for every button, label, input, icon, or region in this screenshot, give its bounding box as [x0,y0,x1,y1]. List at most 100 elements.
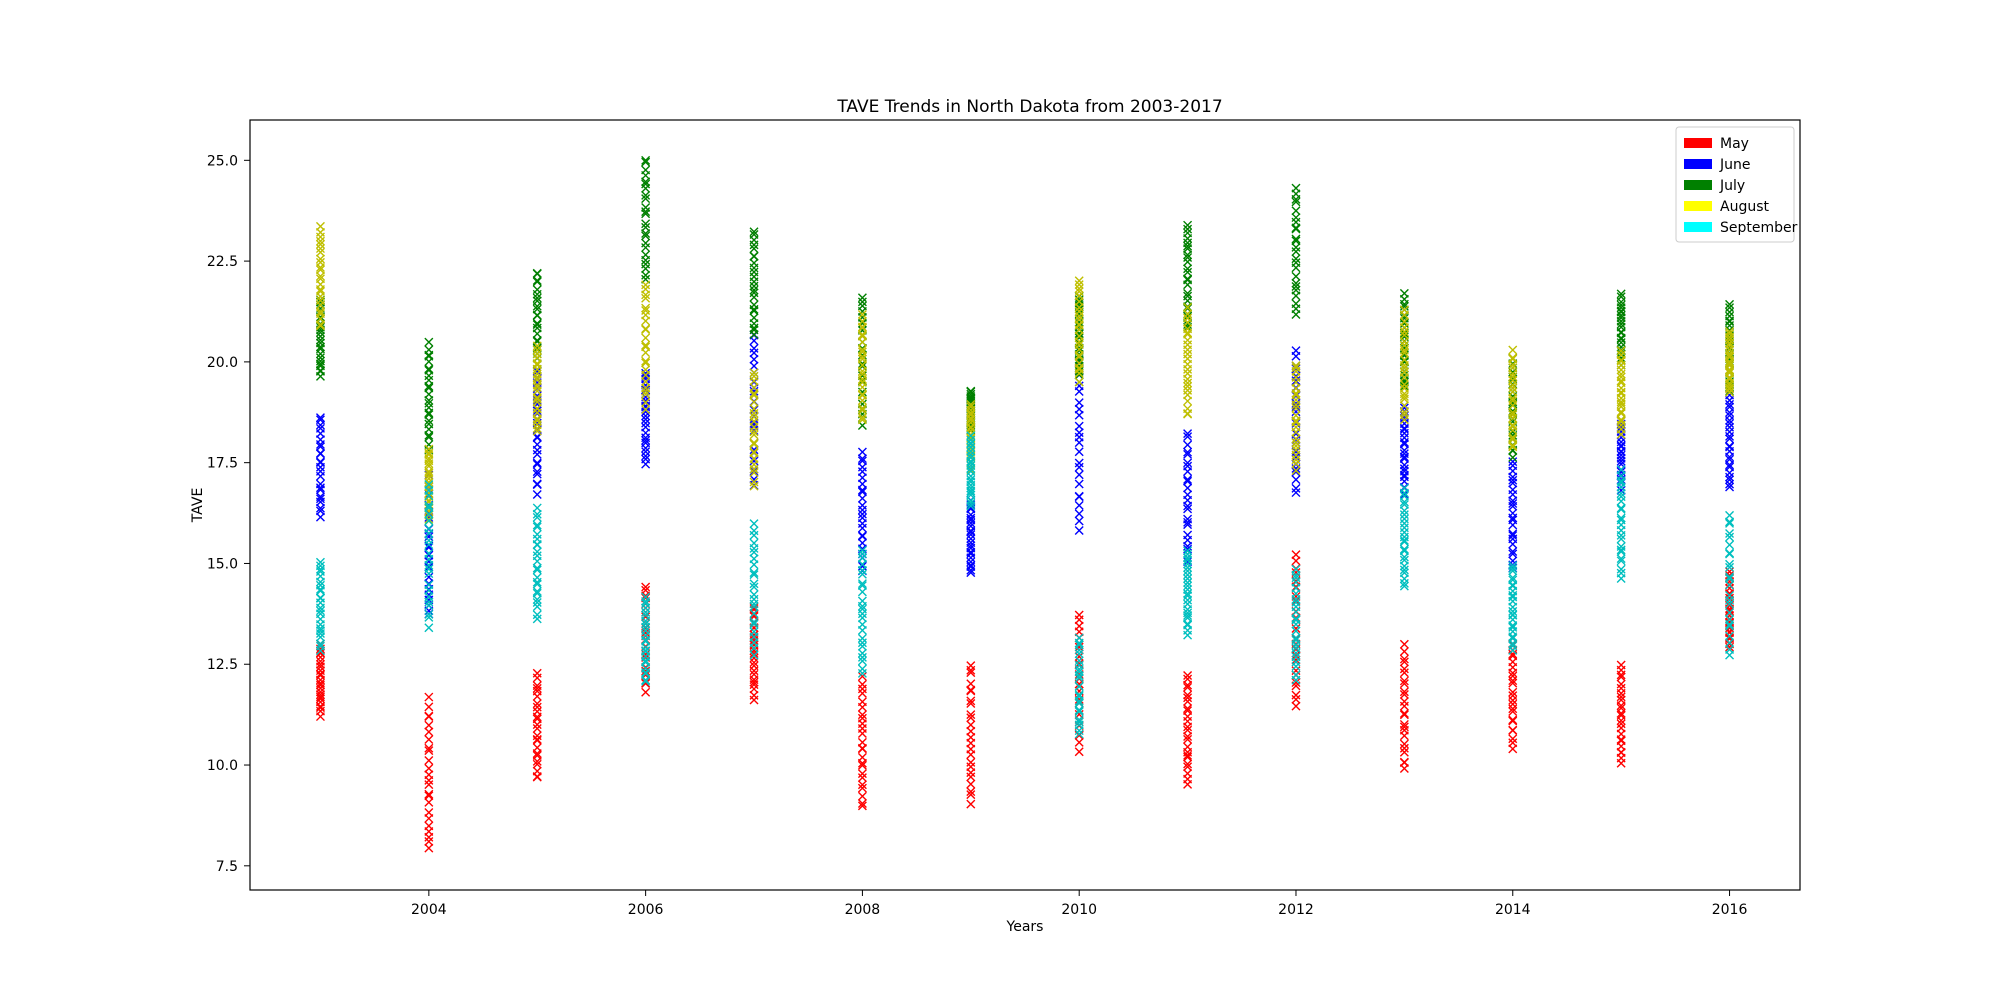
data-point-august [641,386,651,396]
data-point-september [1616,534,1626,544]
data-point-may [424,843,434,853]
data-point-september [1291,564,1301,574]
data-point-june [1508,547,1518,557]
data-point-july [424,375,434,385]
plot-area [315,155,1735,853]
data-point-august [1616,350,1626,360]
data-point-june [315,466,325,476]
data-point-june [1725,475,1735,485]
data-point-may [424,780,434,790]
data-point-august [532,426,542,436]
data-point-august [749,481,759,491]
data-point-may [1616,660,1626,670]
data-point-september [966,460,976,470]
data-point-june [857,513,867,523]
data-point-may [1183,706,1193,716]
data-point-september [1399,555,1409,565]
data-point-may [1616,719,1626,729]
data-point-september [532,547,542,557]
data-point-june [1725,441,1735,451]
data-point-july [641,231,651,241]
data-point-may [1725,583,1735,593]
data-point-july [641,222,651,232]
data-point-may [1616,703,1626,713]
data-point-may [1508,715,1518,725]
data-point-june [532,439,542,449]
data-point-september [857,613,867,623]
data-point-july [424,345,434,355]
data-point-may [966,713,976,723]
data-point-september [1508,622,1518,632]
data-point-july [641,194,651,204]
data-point-june [749,474,759,484]
x-tick-label: 2014 [1495,902,1531,918]
data-point-june [1725,434,1735,444]
data-point-june [1616,450,1626,460]
data-point-september [1399,518,1409,528]
data-point-may [966,757,976,767]
data-point-june [857,454,867,464]
data-point-august [1074,276,1084,286]
data-point-may [641,666,651,676]
data-point-september [641,656,651,666]
data-point-september [1725,562,1735,572]
data-point-august [1291,403,1301,413]
data-point-august [532,341,542,351]
data-point-july [1291,197,1301,207]
data-point-may [1399,654,1409,664]
data-point-september [966,490,976,500]
data-point-august [857,345,867,355]
data-point-august [641,293,651,303]
data-point-june [1725,462,1735,472]
data-point-august [1183,378,1193,388]
data-point-may [1074,610,1084,620]
data-point-june [532,469,542,479]
data-point-may [532,707,542,716]
data-point-may [1183,693,1193,703]
data-point-may [966,686,976,696]
data-point-august [1725,348,1735,358]
data-point-may [1616,692,1626,702]
data-point-may [1399,719,1409,729]
data-point-august [1291,438,1301,448]
data-point-september [1399,546,1409,556]
data-point-may [1399,757,1409,767]
data-point-september [1291,670,1301,680]
data-point-may [424,746,434,756]
data-point-june [1183,440,1193,450]
data-point-july [532,293,542,303]
data-point-september [749,554,759,564]
data-point-august [315,247,325,257]
x-tick-label: 2012 [1278,902,1314,918]
data-point-june [1508,508,1518,518]
data-point-august [1183,349,1193,359]
data-point-june [315,483,325,493]
data-point-june [424,532,434,542]
data-point-september [424,623,434,633]
data-point-september [1183,620,1193,630]
data-point-july [1399,288,1409,298]
data-point-september [1074,705,1084,715]
data-point-july [641,183,651,193]
data-point-may [966,668,976,678]
data-point-may [966,726,976,736]
data-point-july [1183,275,1193,285]
data-point-august [1399,317,1409,327]
data-point-june [1508,498,1518,508]
data-point-may [1399,657,1409,667]
data-point-august [857,415,867,425]
data-point-may [857,773,867,783]
data-point-august [1508,383,1518,393]
data-point-september [1074,664,1084,674]
data-point-july [641,207,651,217]
data-point-may [966,679,976,689]
data-point-september [1291,661,1301,671]
data-point-july [749,288,759,298]
data-point-september [857,641,867,651]
data-point-june [641,454,651,464]
data-point-july [749,229,759,239]
data-point-may [424,770,434,780]
data-point-may [966,799,976,809]
y-tick-label: 7.5 [216,859,238,875]
data-point-june [1508,461,1518,471]
